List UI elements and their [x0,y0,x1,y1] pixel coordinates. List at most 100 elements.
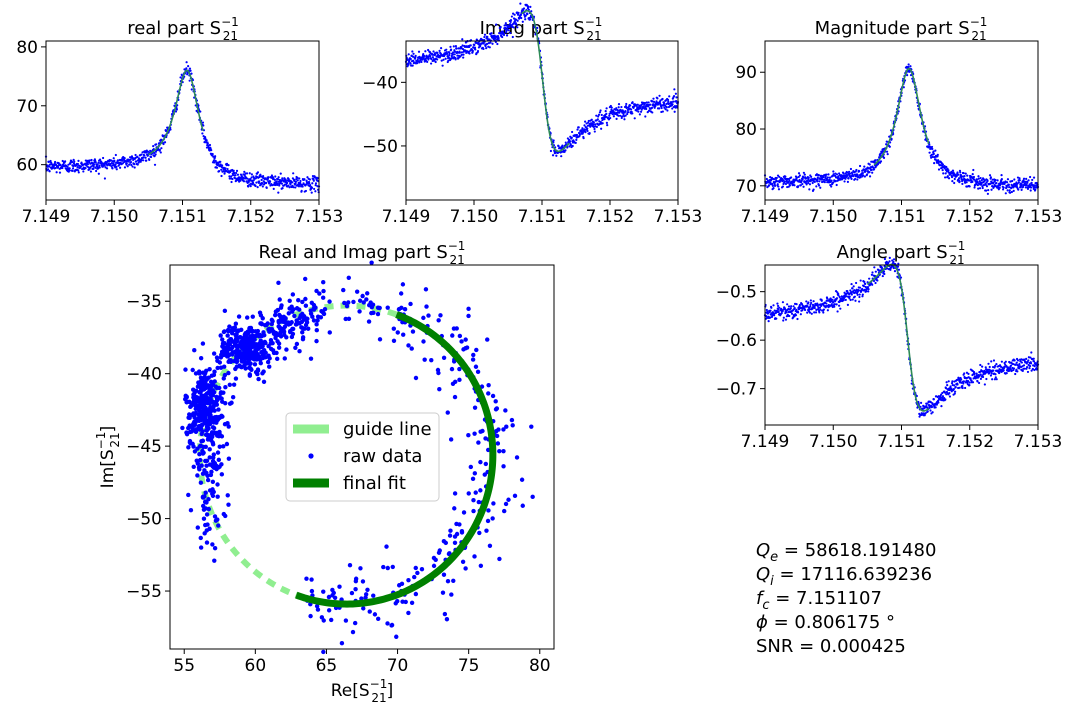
raw-point [816,180,819,183]
raw-point [370,302,376,307]
raw-point [832,301,835,304]
raw-point [250,328,255,334]
raw-point [801,182,804,186]
raw-point [828,176,832,179]
raw-point [196,397,202,403]
raw-point [482,472,487,477]
raw-point [259,321,264,327]
raw-point [315,318,320,323]
raw-point [467,50,471,53]
raw-point [617,114,620,117]
raw-point [863,280,866,283]
raw-point [994,376,997,379]
raw-point [1033,184,1036,187]
raw-point [126,165,129,168]
raw-point [125,162,128,165]
raw-point [197,467,202,472]
raw-point [568,145,571,148]
raw-point [482,42,485,45]
raw-point [835,303,838,306]
raw-point [304,576,309,581]
raw-point [979,176,982,180]
raw-point [304,189,308,193]
raw-point [861,295,864,298]
raw-point [658,107,661,110]
raw-point [233,376,239,381]
x-tick-label: 7.153 [654,207,703,227]
raw-point [552,141,555,144]
raw-point [849,289,852,292]
raw-point [217,169,221,173]
raw-point [817,173,820,177]
raw-point [962,382,965,385]
raw-point [775,317,778,320]
raw-point [215,365,220,371]
raw-point [520,503,525,508]
raw-point [810,312,813,315]
raw-point [242,332,248,337]
raw-point [985,377,988,381]
raw-point [413,565,418,571]
raw-point [949,385,952,388]
raw-point [276,341,282,346]
raw-point [470,476,476,482]
result-symbol: ϕ [756,612,768,633]
raw-point [509,19,513,22]
raw-point [58,171,62,174]
raw-point [308,356,314,361]
raw-point [990,188,993,191]
raw-point [248,172,251,175]
raw-point [429,357,434,363]
raw-point [200,438,206,443]
raw-point [216,415,221,420]
raw-point [1009,364,1013,367]
raw-point [98,158,102,161]
raw-point [243,170,246,173]
raw-point [250,351,256,356]
raw-point [586,127,589,130]
raw-point [245,315,250,320]
raw-point [508,23,512,26]
raw-point [454,45,458,48]
raw-point [961,384,964,388]
raw-point [852,285,855,288]
raw-point [461,510,467,515]
raw-point [825,302,828,305]
raw-point [89,170,93,173]
raw-point [196,404,201,409]
raw-point [448,528,453,533]
raw-point [86,161,89,164]
raw-point [202,124,205,127]
raw-point [423,54,426,58]
raw-point [996,179,999,182]
raw-point [201,121,205,124]
raw-point [213,161,216,164]
raw-point [72,162,76,165]
raw-point [409,62,412,65]
raw-point [830,303,833,306]
raw-point [92,163,96,166]
raw-point [958,386,961,389]
raw-point [94,166,97,169]
raw-point [889,268,892,271]
raw-point [813,306,816,310]
raw-point [289,304,294,309]
raw-point [320,295,326,300]
raw-point [946,384,949,387]
x-tick-label: 7.149 [741,207,790,227]
fit-line [521,10,570,153]
raw-point [801,309,804,312]
raw-point [191,464,196,469]
raw-point [1027,179,1030,182]
raw-point [526,13,529,16]
raw-point [838,172,841,175]
raw-point [471,352,476,358]
raw-point [54,160,57,164]
raw-point [503,501,509,507]
raw-point [206,497,211,502]
raw-point [941,168,944,172]
raw-point [485,518,491,524]
raw-point [300,311,305,317]
raw-point [984,372,987,375]
raw-point [616,109,619,112]
